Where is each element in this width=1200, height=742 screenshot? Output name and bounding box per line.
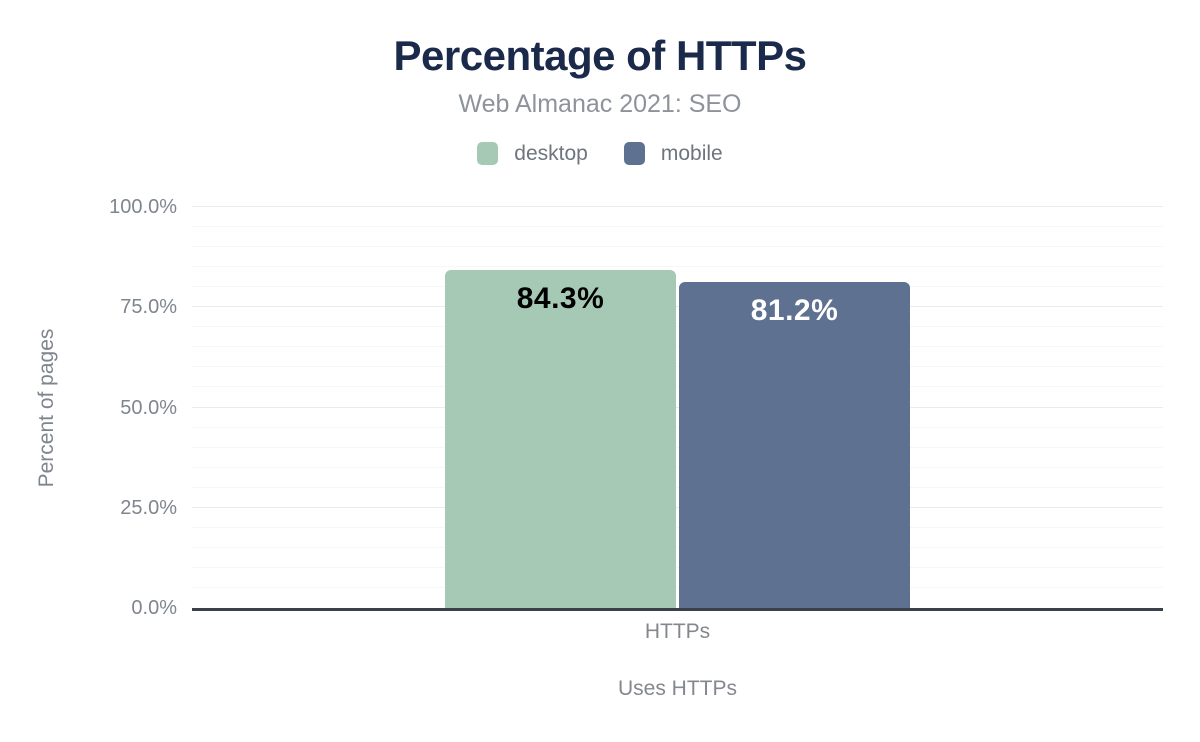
- gridline: [192, 306, 1163, 308]
- bar-desktop: 84.3%: [445, 269, 676, 608]
- x-tick-label: HTTPs: [644, 620, 711, 643]
- gridline: [192, 446, 1163, 448]
- bar-mobile: 81.2%: [679, 282, 910, 608]
- legend-swatch-desktop: [477, 142, 499, 165]
- legend-item-mobile: mobile: [623, 142, 723, 165]
- gridline: [192, 366, 1163, 368]
- gridline: [192, 346, 1163, 348]
- gridline: [192, 506, 1163, 508]
- gridline: [192, 246, 1163, 248]
- gridline: [192, 586, 1163, 588]
- legend-item-desktop: desktop: [477, 142, 588, 165]
- y-tick-label: 100.0%: [109, 196, 177, 218]
- gridline: [192, 266, 1163, 268]
- plot-area: 84.3% 81.2%: [192, 206, 1163, 611]
- gridline: [192, 486, 1163, 488]
- x-axis-title: Uses HTTPs: [617, 677, 737, 700]
- bar-value-label-desktop: 84.3%: [516, 281, 605, 315]
- gridline: [192, 286, 1163, 288]
- y-tick-label: 25.0%: [120, 496, 177, 519]
- legend: desktop mobile: [0, 142, 1200, 165]
- legend-swatch-mobile: [623, 142, 645, 165]
- bar-value-label-mobile: 81.2%: [750, 294, 839, 328]
- y-tick-label: 75.0%: [120, 296, 177, 319]
- y-tick-label: 50.0%: [120, 396, 177, 419]
- gridline: [192, 406, 1163, 408]
- gridline: [192, 526, 1163, 528]
- chart-title: Percentage of HTTPs: [393, 32, 807, 79]
- legend-label: mobile: [660, 142, 723, 165]
- y-tick-label: 0.0%: [131, 597, 177, 619]
- chart-subtitle: Web Almanac 2021: SEO: [458, 90, 742, 118]
- gridline: [192, 566, 1163, 568]
- gridline: [192, 466, 1163, 468]
- gridline: [192, 546, 1163, 548]
- gridline: [192, 326, 1163, 328]
- gridline: [192, 226, 1163, 228]
- gridline: [192, 386, 1163, 388]
- legend-label: desktop: [514, 142, 588, 165]
- gridline: [192, 206, 1163, 207]
- gridline: [192, 426, 1163, 428]
